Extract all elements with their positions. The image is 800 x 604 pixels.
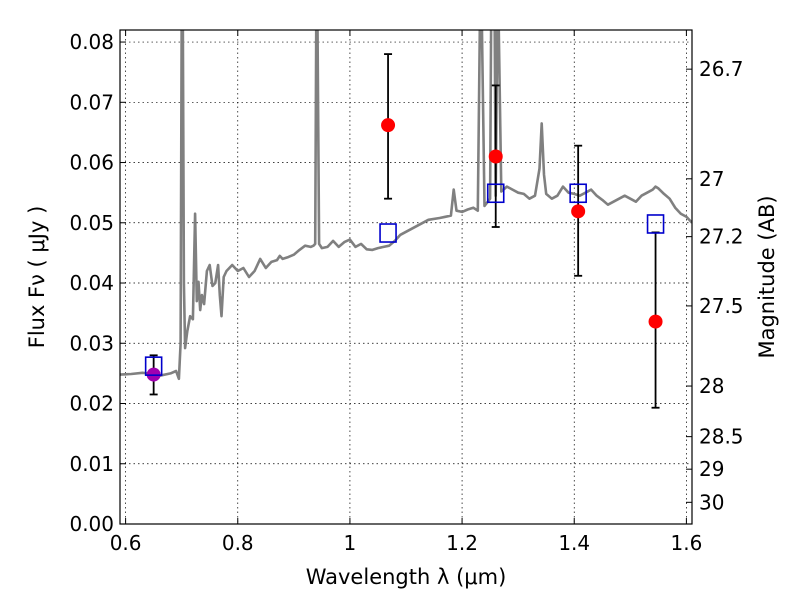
observed-point bbox=[571, 204, 586, 219]
y-tick-label: 0.04 bbox=[69, 271, 114, 295]
right-tick-label: 27 bbox=[699, 167, 724, 191]
right-tick-label: 27.2 bbox=[699, 225, 744, 249]
y-axis-ticks: 0.00 0.01 0.02 0.03 0.04 0.05 0.06 0.07 0.08 bbox=[69, 30, 126, 536]
x-tick-label: 0.8 bbox=[222, 531, 254, 555]
synthetic-square bbox=[646, 214, 665, 234]
right-tick-label: 30 bbox=[699, 490, 724, 514]
synthetic-square bbox=[486, 183, 505, 204]
y-tick-label: 0.08 bbox=[69, 30, 114, 54]
right-axis-label: Magnitude (AB) bbox=[755, 195, 779, 358]
y-tick-label: 0.05 bbox=[69, 211, 114, 235]
observed-point bbox=[381, 118, 396, 133]
model-spectrum-layer bbox=[120, 30, 692, 381]
y-tick-label: 0.01 bbox=[69, 452, 114, 476]
right-axis-ticks: 26.7 27 27.2 27.5 28 28.5 29 30 bbox=[686, 57, 744, 514]
right-tick-label: 28.5 bbox=[699, 425, 744, 449]
y-axis-label: Flux Fν ( μJy ) bbox=[25, 206, 49, 349]
x-tick-label: 1.4 bbox=[558, 531, 590, 555]
x-tick-label: 1.6 bbox=[670, 531, 702, 555]
x-tick-label: 0.6 bbox=[110, 531, 142, 555]
observed-point bbox=[488, 149, 503, 164]
right-tick-label: 26.7 bbox=[699, 57, 744, 81]
y-tick-label: 0.00 bbox=[69, 512, 114, 536]
y-tick-label: 0.06 bbox=[69, 151, 114, 175]
synthetic-photometry-points bbox=[144, 183, 665, 376]
right-tick-label: 27.5 bbox=[699, 294, 744, 318]
right-tick-label: 29 bbox=[699, 457, 724, 481]
synthetic-square bbox=[144, 356, 163, 376]
x-tick-label: 1 bbox=[344, 531, 357, 555]
x-tick-label: 1.2 bbox=[446, 531, 478, 555]
x-axis-label: Wavelength λ (μm) bbox=[306, 565, 507, 589]
x-axis-ticks: 0.6 0.8 1 1.2 1.4 1.6 bbox=[110, 30, 702, 555]
synthetic-square bbox=[569, 183, 587, 204]
y-tick-label: 0.02 bbox=[69, 392, 114, 416]
synthetic-square bbox=[379, 223, 397, 243]
y-tick-label: 0.07 bbox=[69, 90, 114, 114]
right-tick-label: 28 bbox=[699, 374, 724, 398]
y-tick-label: 0.03 bbox=[69, 331, 114, 355]
model-spectrum-line bbox=[120, 30, 692, 381]
plot-frame bbox=[119, 29, 693, 525]
observed-point bbox=[648, 314, 663, 329]
